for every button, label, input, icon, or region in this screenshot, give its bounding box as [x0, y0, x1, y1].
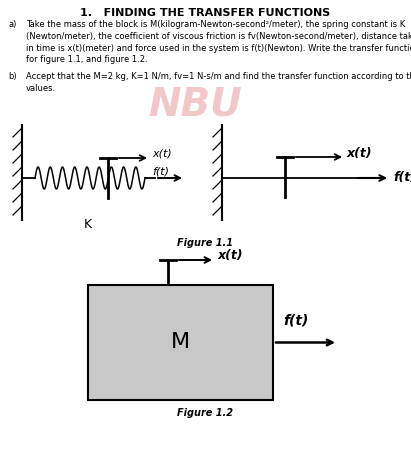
Text: x(t): x(t) [347, 146, 373, 160]
Text: Accept that the M=2 kg, K=1 N/m, fv=1 N-s/m and find the transfer function accor: Accept that the M=2 kg, K=1 N/m, fv=1 N-… [26, 72, 411, 93]
Text: f(t): f(t) [283, 314, 308, 327]
Text: f(t): f(t) [393, 171, 411, 184]
Text: Figure 1.1: Figure 1.1 [177, 238, 233, 248]
Text: 1.   FINDING THE TRANSFER FUNCTIONS: 1. FINDING THE TRANSFER FUNCTIONS [80, 8, 330, 18]
Text: a): a) [8, 20, 16, 29]
Bar [88, 285, 273, 400]
Text: x(t): x(t) [218, 250, 244, 262]
Text: f(t): f(t) [152, 167, 169, 177]
Text: M: M [171, 333, 190, 352]
Text: K: K [84, 218, 92, 231]
Text: x(t): x(t) [152, 149, 172, 159]
Text: NBU: NBU [148, 86, 242, 124]
Text: b): b) [8, 72, 16, 81]
Text: Figure 1.2: Figure 1.2 [177, 408, 233, 418]
Text: Take the mass of the block is M(kilogram-Newton-second²/meter), the spring const: Take the mass of the block is M(kilogram… [26, 20, 411, 65]
